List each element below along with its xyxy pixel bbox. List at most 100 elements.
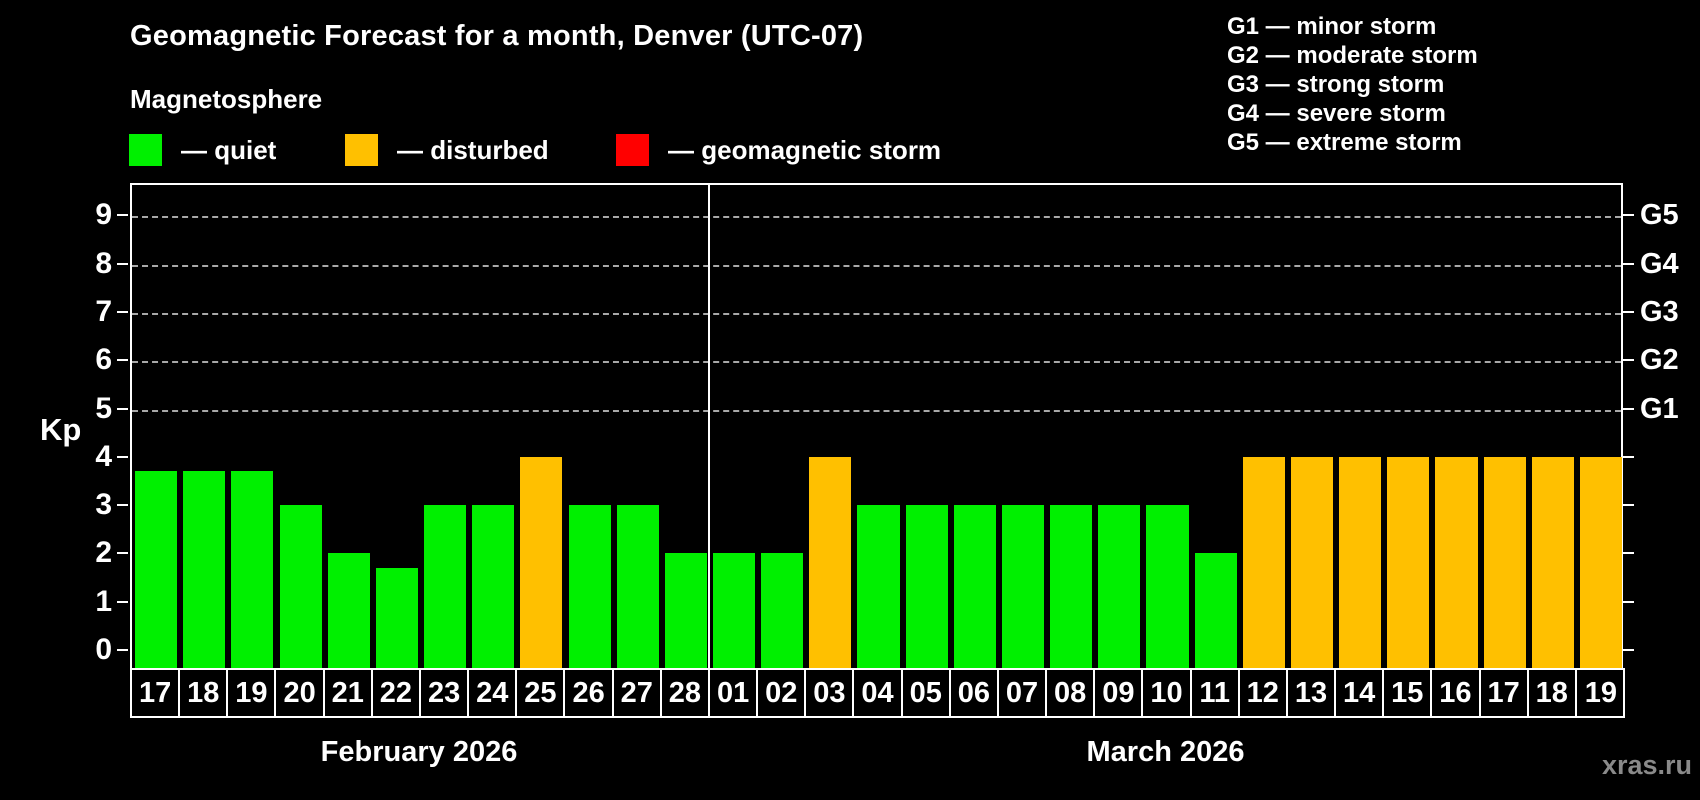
day-cell: 17 xyxy=(1481,670,1529,716)
kp-bar xyxy=(183,471,226,668)
storm-scale-legend-line: G4 — severe storm xyxy=(1227,100,1446,127)
gridline-kp-7 xyxy=(132,312,1621,315)
kp-bar xyxy=(905,505,948,668)
right-tick-mark xyxy=(1623,407,1634,410)
y-tick-label: 8 xyxy=(95,246,112,280)
storm-color-swatch xyxy=(616,134,649,166)
right-tick-mark xyxy=(1623,214,1634,217)
y-tick-label: 4 xyxy=(95,439,112,473)
legend-item-storm: — geomagnetic storm xyxy=(616,132,941,168)
gridline-kp-6 xyxy=(132,361,1621,364)
day-cell: 07 xyxy=(999,670,1048,716)
y-tick-mark xyxy=(117,214,128,217)
y-tick-mark xyxy=(117,407,128,410)
day-cell: 19 xyxy=(1584,676,1618,709)
g-level-label-g4: G4 xyxy=(1640,247,1679,280)
day-cell: 03 xyxy=(806,670,855,716)
y-tick-mark xyxy=(117,552,128,555)
kp-bar xyxy=(520,456,563,668)
legend-item-quiet: — quiet xyxy=(129,132,276,168)
y-axis-label: Kp xyxy=(40,412,82,447)
day-cell: 06 xyxy=(951,670,999,716)
day-cell: 18 xyxy=(180,670,229,716)
y-tick-label: 1 xyxy=(95,584,112,618)
right-tick-mark xyxy=(1623,504,1634,507)
day-cell: 08 xyxy=(1047,670,1096,716)
kp-bar xyxy=(375,567,418,668)
day-cell: 14 xyxy=(1336,670,1385,716)
kp-bar xyxy=(1387,456,1430,668)
kp-bar xyxy=(1339,456,1382,668)
day-cell: 25 xyxy=(517,670,566,716)
day-cell: 16 xyxy=(1432,670,1481,716)
day-cell: 05 xyxy=(903,670,951,716)
legend-item-disturbed: — disturbed xyxy=(345,132,549,168)
legend-item-label: — quiet xyxy=(181,134,277,165)
kp-bar xyxy=(809,456,852,668)
right-tick-mark xyxy=(1623,310,1634,313)
y-tick-label: 2 xyxy=(95,536,112,570)
kp-bar xyxy=(664,553,707,668)
y-tick-mark xyxy=(117,455,128,458)
kp-bar xyxy=(616,505,659,668)
g-level-label-g5: G5 xyxy=(1640,199,1679,232)
kp-bar xyxy=(713,553,756,668)
magnetosphere-subtitle: Magnetosphere xyxy=(130,84,323,114)
kp-bar xyxy=(1435,456,1478,668)
y-tick-label: 5 xyxy=(95,391,112,425)
g-level-label-g3: G3 xyxy=(1640,295,1679,328)
storm-scale-legend-line: G5 — extreme storm xyxy=(1227,129,1462,156)
kp-bar xyxy=(1001,505,1045,668)
day-cell: 21 xyxy=(325,670,373,716)
storm-scale-legend-line: G1 — minor storm xyxy=(1227,13,1437,40)
right-tick-mark xyxy=(1623,649,1634,651)
kp-bar xyxy=(761,553,804,668)
right-tick-mark xyxy=(1623,455,1634,458)
kp-bar xyxy=(1483,456,1526,668)
gridline-kp-5 xyxy=(132,409,1621,412)
g-level-label-g1: G1 xyxy=(1640,392,1679,425)
kp-bar xyxy=(1194,553,1237,668)
day-cell: 27 xyxy=(614,670,662,716)
kp-bar xyxy=(231,471,274,668)
month-label: February 2026 xyxy=(320,736,518,768)
y-tick-label: 9 xyxy=(95,198,112,232)
kp-bar xyxy=(857,505,900,668)
kp-bar xyxy=(472,505,515,668)
plot-area xyxy=(130,183,1623,668)
y-tick-label: 7 xyxy=(95,294,112,328)
storm-scale-legend: G1 — minor storm G2 — moderate storm G3 — … xyxy=(1227,12,1478,157)
day-cell: 24 xyxy=(469,670,518,716)
right-tick-mark xyxy=(1623,262,1634,265)
kp-bar xyxy=(1050,505,1093,668)
day-cell: 28 xyxy=(662,670,710,716)
day-axis-row: 17 18 19 20 21 22 23 24 25 26 27 28 01 02 03 04 05 06 07 08… xyxy=(130,668,1625,718)
day-cell: 12 xyxy=(1240,670,1288,716)
y-tick-label: 0 xyxy=(95,633,112,666)
quiet-color-swatch xyxy=(129,134,162,166)
kp-bar xyxy=(424,505,467,668)
day-cell: 11 xyxy=(1192,670,1240,716)
day-cell: 26 xyxy=(566,670,614,716)
kp-bar xyxy=(1579,456,1622,668)
y-tick-mark xyxy=(117,262,128,265)
y-tick-label: 3 xyxy=(95,488,112,522)
y-tick-mark xyxy=(117,600,128,603)
gridline-kp-8 xyxy=(132,264,1621,267)
kp-bar xyxy=(1290,456,1334,668)
g-level-label-g2: G2 xyxy=(1640,344,1679,377)
kp-bar xyxy=(1531,456,1574,668)
day-cell: 17 xyxy=(132,670,181,716)
right-tick-mark xyxy=(1623,359,1634,362)
day-cell: 23 xyxy=(421,670,470,716)
kp-bar xyxy=(1098,505,1141,668)
page-title: Geomagnetic Forecast for a month, Denver… xyxy=(130,20,864,52)
kp-bar xyxy=(568,505,611,668)
day-cell: 09 xyxy=(1095,670,1144,716)
legend-item-label: — disturbed xyxy=(397,134,549,165)
y-tick-label: 6 xyxy=(95,343,112,377)
day-cell: 20 xyxy=(277,670,325,716)
kp-bar xyxy=(279,505,322,668)
day-cell: 18 xyxy=(1529,670,1577,716)
